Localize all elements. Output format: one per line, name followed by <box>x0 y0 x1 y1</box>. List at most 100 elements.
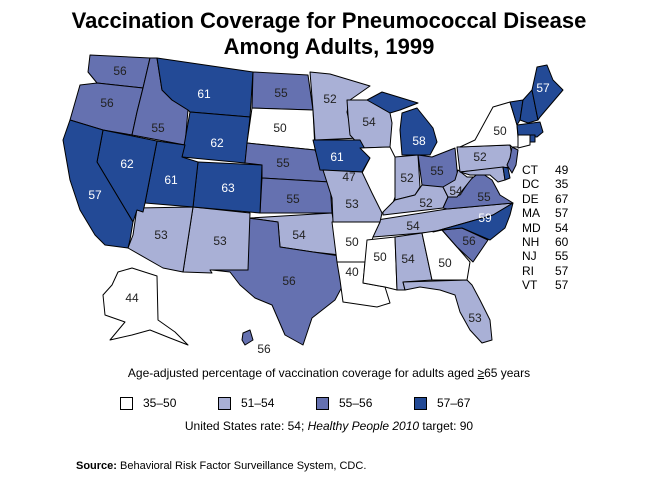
legend-caption: Age-adjusted percentage of vaccination c… <box>0 366 658 380</box>
legend-swatch <box>414 396 427 410</box>
state-label-or: 56 <box>100 96 114 110</box>
legend-label: 35–50 <box>143 396 177 410</box>
state-label-il: 47 <box>342 170 356 184</box>
state-label-va: 55 <box>477 190 491 204</box>
small-state-row: RI 57 <box>522 264 568 278</box>
title-line-1: Vaccination Coverage for Pneumococcal Di… <box>71 8 587 33</box>
state-label-ak: 44 <box>125 291 139 305</box>
source-note: Source: Behavioral Risk Factor Surveilla… <box>76 460 366 472</box>
title-line-2: Among Adults, 1999 <box>223 34 435 59</box>
state-label-tx: 56 <box>282 274 296 288</box>
small-state-row: NJ 55 <box>522 249 568 263</box>
state-value: 57 <box>555 278 569 293</box>
rate-italic: Healthy People 2010 <box>307 419 420 433</box>
state-value: 60 <box>555 235 569 250</box>
state-label-nm: 53 <box>213 234 227 248</box>
state-label-co: 63 <box>221 181 235 195</box>
state-tx <box>211 217 344 346</box>
state-label-wy: 62 <box>210 136 224 150</box>
state-value: 35 <box>555 177 569 192</box>
legend: 35–50 51–54 55–56 57–67 <box>120 396 512 410</box>
state-label-pa: 52 <box>473 150 487 164</box>
state-label-ar: 50 <box>345 235 359 249</box>
small-state-row: MD 54 <box>522 221 568 235</box>
state-label-ne: 55 <box>276 156 290 170</box>
source-label: Source: <box>76 460 117 472</box>
caption-prefix: Age-adjusted percentage of vaccination c… <box>127 366 478 380</box>
legend-item: 57–67 <box>414 396 512 410</box>
state-label-wv: 54 <box>449 184 463 198</box>
state-label-tn: 54 <box>406 219 420 233</box>
state-label-fl: 53 <box>468 311 482 325</box>
rate-suffix: target: 90 <box>419 419 474 433</box>
state-label-mn: 52 <box>323 92 337 106</box>
state-label-mt: 61 <box>197 87 211 101</box>
state-label-ok: 54 <box>292 228 306 242</box>
state-label-oh: 55 <box>430 164 444 178</box>
state-ct <box>517 134 531 149</box>
state-label-nc: 59 <box>478 211 492 225</box>
state-abbr: MD <box>522 220 541 235</box>
source-text: Behavioral Risk Factor Surveillance Syst… <box>116 460 367 472</box>
state-label-nd: 55 <box>274 86 288 100</box>
state-label-ms: 50 <box>373 250 387 264</box>
state-abbr: VT <box>522 278 538 293</box>
state-mi <box>399 107 438 156</box>
state-label-mo: 53 <box>345 197 359 211</box>
legend-swatch <box>120 396 133 410</box>
state-abbr: NH <box>522 235 540 250</box>
state-label-ia: 61 <box>330 150 344 164</box>
state-abbr: DC <box>522 177 540 192</box>
state-abbr: CT <box>522 163 538 177</box>
state-de <box>502 166 511 181</box>
legend-swatch <box>218 396 231 410</box>
state-label-al: 54 <box>401 252 415 266</box>
small-state-row: CT 49 <box>522 163 568 177</box>
state-nc <box>432 202 514 241</box>
state-ny <box>459 101 521 148</box>
state-ma <box>516 121 544 138</box>
state-label-mi: 58 <box>412 134 426 148</box>
state-value: 49 <box>555 163 569 177</box>
state-mi <box>366 91 419 114</box>
state-label-nv: 62 <box>120 157 134 171</box>
state-abbr: RI <box>522 263 534 278</box>
state-label-az: 53 <box>154 228 168 242</box>
legend-swatch <box>316 396 329 410</box>
state-hi <box>241 329 254 346</box>
state-abbr: NJ <box>522 249 537 264</box>
state-label-sd: 50 <box>273 121 287 135</box>
state-label-ks: 55 <box>286 192 300 206</box>
state-label-in: 52 <box>400 171 414 185</box>
state-label-ny: 50 <box>493 124 507 138</box>
state-value: 54 <box>555 220 569 235</box>
state-label-id: 55 <box>151 121 165 135</box>
state-label-ut: 61 <box>164 173 178 187</box>
state-me <box>531 64 564 121</box>
legend-item: 51–54 <box>218 396 316 410</box>
caption-suffix: 65 years <box>484 366 531 380</box>
state-ak <box>102 267 189 346</box>
legend-label: 55–56 <box>339 396 373 410</box>
small-state-row: VT 57 <box>522 278 568 292</box>
state-fl <box>402 279 493 344</box>
state-label-hi: 56 <box>257 342 271 356</box>
legend-label: 51–54 <box>241 396 275 410</box>
legend-item: 35–50 <box>120 396 218 410</box>
state-value: 55 <box>555 249 569 264</box>
state-ms <box>362 236 398 291</box>
state-ca <box>62 119 134 249</box>
state-label-la: 40 <box>345 265 359 279</box>
state-ri <box>529 134 536 143</box>
small-state-row: DE 67 <box>522 192 568 206</box>
state-value: 57 <box>555 206 569 221</box>
small-state-row: NH 60 <box>522 235 568 249</box>
state-mo <box>322 169 383 223</box>
state-label-me: 57 <box>536 81 550 95</box>
state-label-sc: 56 <box>462 234 476 248</box>
state-abbr: DE <box>522 191 539 206</box>
state-label-ca: 57 <box>88 188 102 202</box>
legend-item: 55–56 <box>316 396 414 410</box>
state-label-wi: 54 <box>362 115 376 129</box>
